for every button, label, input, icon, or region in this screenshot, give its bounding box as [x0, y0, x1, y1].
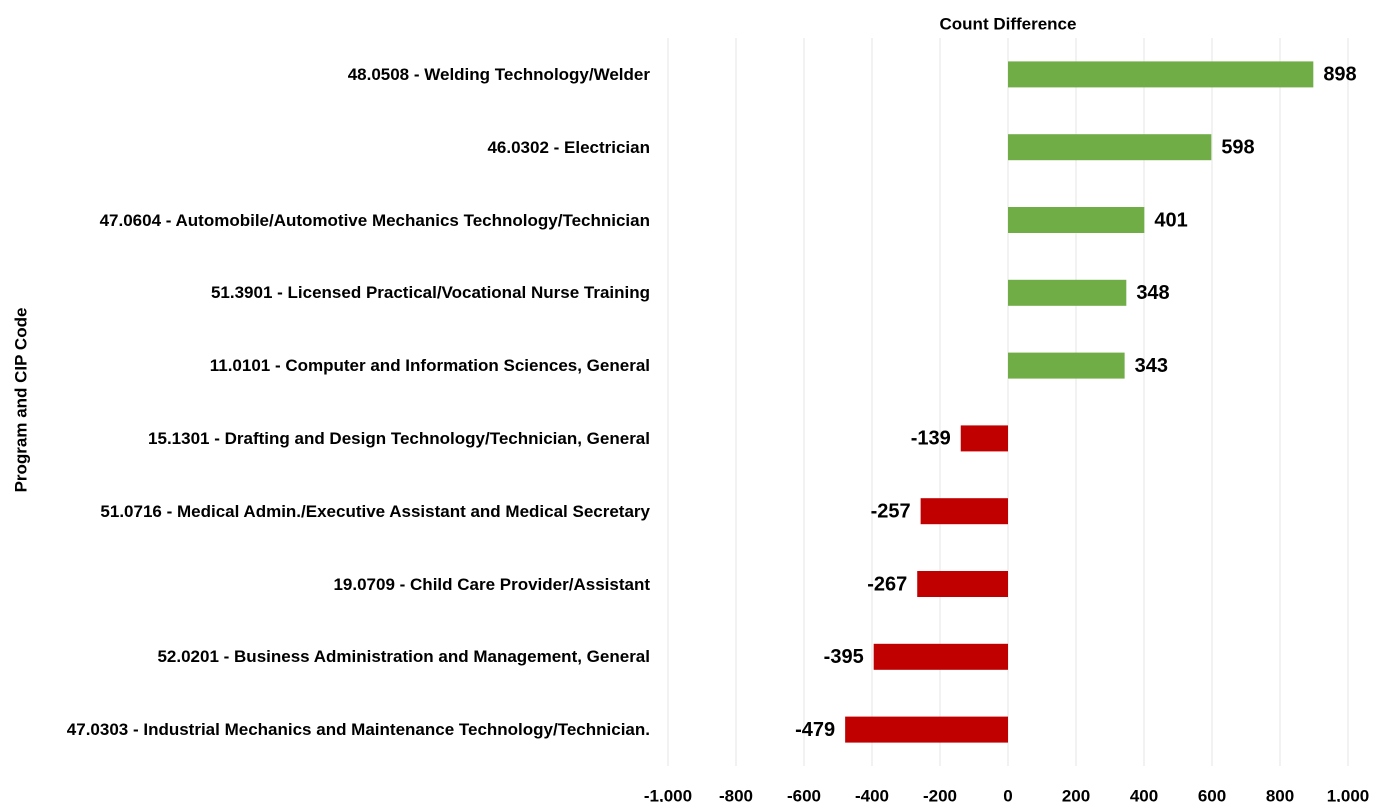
- data-label: -139: [911, 428, 951, 450]
- category-label-box: 47.0604 - Automobile/Automotive Mechanic…: [25, 190, 650, 250]
- category-label-box: 11.0101 - Computer and Information Scien…: [25, 336, 650, 396]
- category-label-box: 47.0303 - Industrial Mechanics and Maint…: [25, 700, 650, 760]
- category-label: 47.0604 - Automobile/Automotive Mechanic…: [99, 210, 650, 230]
- bar: [1008, 279, 1127, 306]
- category-label-box: 46.0302 - Electrician: [25, 117, 650, 177]
- bar: [845, 716, 1008, 743]
- y-axis-label: Program and CIP Code: [11, 308, 30, 493]
- data-label: 401: [1154, 209, 1187, 231]
- x-tick-label: 600: [1198, 786, 1226, 802]
- category-label-box: 48.0508 - Welding Technology/Welder: [25, 44, 650, 104]
- bar: [1008, 352, 1125, 379]
- data-label: -395: [824, 646, 864, 668]
- category-label-box: 51.0716 - Medical Admin./Executive Assis…: [25, 481, 650, 541]
- category-label: 11.0101 - Computer and Information Scien…: [209, 356, 650, 376]
- data-label: 348: [1136, 282, 1169, 304]
- category-label: 51.3901 - Licensed Practical/Vocational …: [210, 283, 650, 303]
- bar: [873, 643, 1008, 670]
- category-label: 19.0709 - Child Care Provider/Assistant: [333, 574, 650, 594]
- x-tick-label: -600: [787, 786, 821, 802]
- chart-title: Count Difference: [940, 14, 1077, 33]
- x-tick-label: -400: [855, 786, 889, 802]
- bar: [917, 571, 1008, 597]
- category-label: 15.1301 - Drafting and Design Technology…: [148, 428, 650, 448]
- data-label: 898: [1323, 64, 1356, 86]
- category-label: 47.0303 - Industrial Mechanics and Maint…: [66, 720, 650, 740]
- x-tick-label: 200: [1062, 786, 1090, 802]
- data-label: -479: [795, 719, 835, 741]
- category-label: 51.0716 - Medical Admin./Executive Assis…: [100, 501, 650, 521]
- category-label: 46.0302 - Electrician: [487, 137, 650, 157]
- bar: [1008, 207, 1145, 233]
- x-tick-label: -1,000: [644, 786, 692, 802]
- data-label: 343: [1135, 355, 1168, 377]
- x-tick-label: -800: [719, 786, 753, 802]
- category-label-box: 51.3901 - Licensed Practical/Vocational …: [25, 263, 650, 323]
- bar: [1008, 134, 1212, 161]
- bar: [1008, 61, 1314, 88]
- x-tick-label: 0: [1003, 786, 1012, 802]
- x-tick-label: 400: [1130, 786, 1158, 802]
- data-label: 598: [1221, 136, 1254, 158]
- x-tick-label: -200: [923, 786, 957, 802]
- category-label-box: 19.0709 - Child Care Provider/Assistant: [25, 554, 650, 614]
- data-label: -257: [871, 500, 911, 522]
- x-tick-label: 800: [1266, 786, 1294, 802]
- data-label: -267: [867, 573, 907, 595]
- bar: [920, 498, 1008, 525]
- category-label-box: 15.1301 - Drafting and Design Technology…: [25, 408, 650, 468]
- category-label: 52.0201 - Business Administration and Ma…: [157, 647, 650, 667]
- category-label-box: 52.0201 - Business Administration and Ma…: [25, 627, 650, 687]
- category-label: 48.0508 - Welding Technology/Welder: [347, 64, 650, 84]
- bar: [960, 425, 1008, 452]
- x-tick-label: 1,000: [1327, 786, 1370, 802]
